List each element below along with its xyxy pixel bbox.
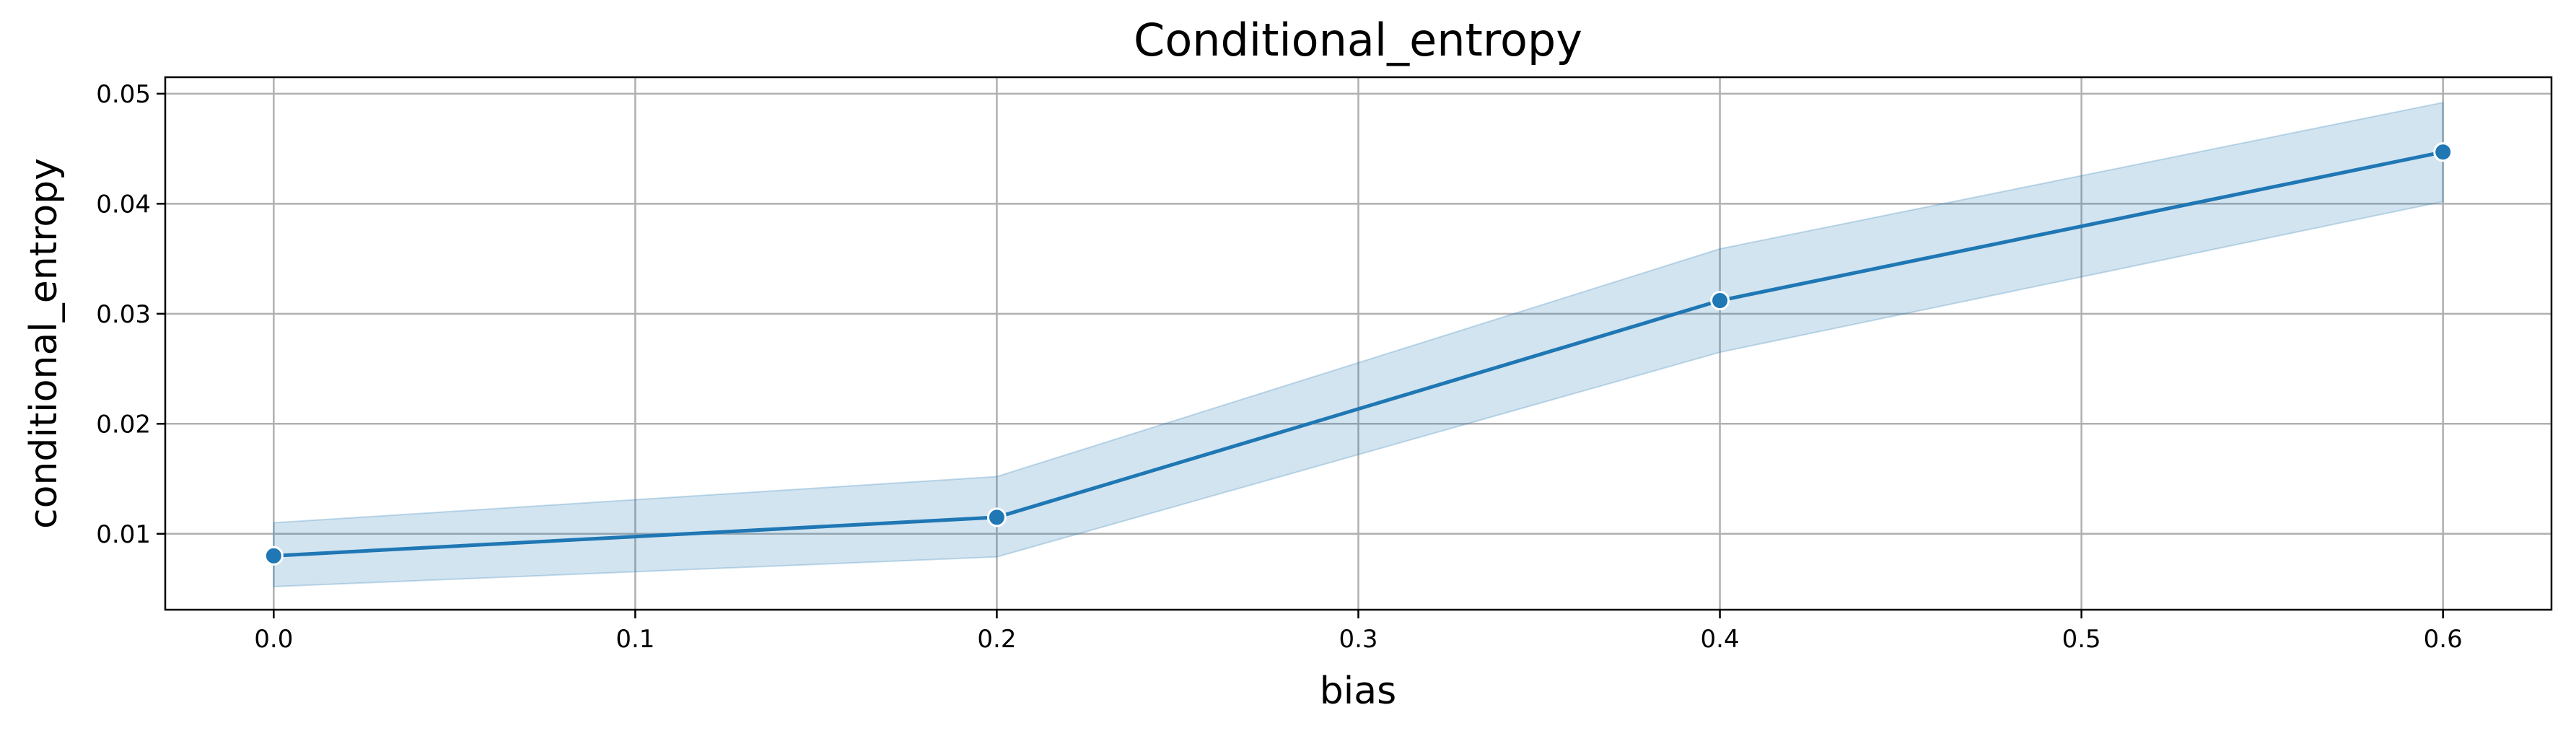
data-point — [2433, 142, 2453, 162]
x-tick-label: 0.1 — [615, 625, 654, 654]
y-axis-ticks: 0.01 0.02 0.03 0.04 0.05 — [96, 80, 165, 549]
x-tick-label: 0.0 — [254, 625, 293, 654]
data-points — [263, 142, 2453, 566]
y-tick-label: 0.01 — [96, 520, 151, 549]
x-tick-label: 0.4 — [1701, 625, 1740, 654]
confidence-band — [273, 101, 2444, 588]
data-point — [1710, 291, 1730, 311]
x-tick-label: 0.6 — [2424, 625, 2463, 654]
grid — [165, 77, 2551, 610]
x-axis-ticks: 0.0 0.1 0.2 0.3 0.4 0.5 0.6 — [254, 610, 2463, 654]
series-line-layer — [271, 150, 2445, 558]
y-tick-label: 0.05 — [96, 80, 151, 109]
x-tick-label: 0.2 — [977, 625, 1016, 654]
y-tick-label: 0.03 — [96, 300, 151, 329]
series-line — [271, 150, 2445, 558]
x-tick-label: 0.3 — [1339, 625, 1377, 654]
x-tick-label: 0.5 — [2062, 625, 2101, 654]
confidence-band-layer — [273, 101, 2444, 588]
data-point — [986, 507, 1007, 527]
y-tick-label: 0.02 — [96, 410, 151, 439]
chart-title: Conditional_entropy — [1134, 14, 1582, 66]
data-point — [263, 546, 284, 566]
x-axis-label: bias — [1320, 670, 1396, 713]
y-tick-label: 0.04 — [96, 190, 151, 219]
y-axis-label: conditional_entropy — [22, 158, 66, 529]
